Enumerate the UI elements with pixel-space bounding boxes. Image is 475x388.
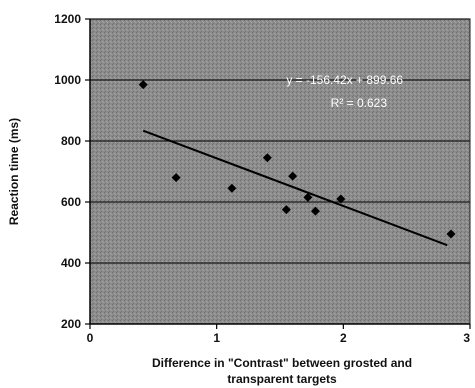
- x-tick-label: 0: [87, 331, 94, 345]
- data-point: [227, 183, 237, 193]
- y-tick-label: 400: [61, 256, 81, 270]
- tick-labels: 200 400 600 800 1000 1200 0 1 2 3: [54, 12, 470, 345]
- gridlines: [90, 18, 470, 264]
- data-points: [138, 80, 456, 239]
- data-point: [310, 206, 320, 216]
- y-tick-label: 800: [61, 134, 81, 148]
- y-tick-label: 200: [61, 317, 81, 331]
- axes: [85, 18, 471, 329]
- x-tick-label: 2: [340, 331, 347, 345]
- x-axis-label-line-2: transparent targets: [227, 372, 337, 386]
- y-axis-label: Reaction time (ms): [7, 118, 21, 225]
- data-point: [446, 229, 456, 239]
- equation-annotation: y = -156.42x + 899.66: [286, 73, 403, 87]
- data-point: [303, 192, 313, 202]
- r-squared-annotation: R² = 0.623: [331, 96, 388, 110]
- y-tick-label: 600: [61, 195, 81, 209]
- x-tick-label: 3: [463, 331, 470, 345]
- data-point: [138, 80, 148, 90]
- y-tick-label: 1000: [54, 73, 81, 87]
- x-axis-label-line-1: Difference in "Contrast" between grosted…: [152, 356, 412, 370]
- data-point: [281, 205, 291, 215]
- trendline: [142, 129, 448, 247]
- data-point: [171, 173, 181, 183]
- y-tick-label: 1200: [54, 12, 81, 26]
- data-point: [288, 171, 298, 181]
- data-point: [262, 153, 272, 163]
- plot-area: [89, 18, 471, 325]
- data-point: [336, 194, 346, 204]
- x-tick-label: 1: [213, 331, 220, 345]
